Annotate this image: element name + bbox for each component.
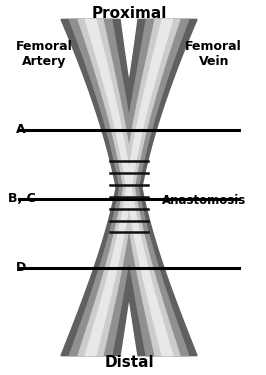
Polygon shape [69, 20, 189, 355]
Polygon shape [85, 20, 173, 355]
Polygon shape [85, 20, 173, 355]
Polygon shape [61, 20, 197, 355]
Text: A: A [16, 123, 26, 136]
Text: B, C: B, C [9, 192, 36, 205]
Text: Proximal: Proximal [91, 6, 167, 21]
Text: Distal: Distal [104, 355, 154, 370]
Text: Anastomosis: Anastomosis [162, 194, 247, 207]
Polygon shape [78, 20, 180, 355]
Polygon shape [69, 20, 189, 355]
Polygon shape [78, 20, 180, 355]
Text: D: D [16, 261, 26, 274]
Text: Femoral
Artery: Femoral Artery [16, 40, 73, 68]
Polygon shape [61, 20, 197, 355]
Text: Femoral
Vein: Femoral Vein [185, 40, 242, 68]
